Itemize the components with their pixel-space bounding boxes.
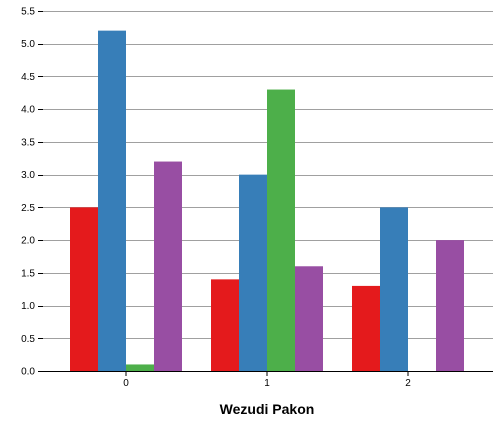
y-tick-label: 4.0 <box>21 105 35 116</box>
bar-1-series-1 <box>239 174 267 371</box>
x-axis-ticks: 0 1 2 <box>123 371 411 389</box>
x-tick-label: 0 <box>123 378 129 389</box>
bar-1-series-0 <box>211 279 239 371</box>
bars <box>70 30 464 372</box>
y-tick-label: 3.0 <box>21 170 35 181</box>
x-tick-label: 1 <box>264 378 270 389</box>
y-tick-label: 1.5 <box>21 268 35 279</box>
y-tick-label: 3.5 <box>21 137 35 148</box>
y-tick-label: 4.5 <box>21 72 35 83</box>
bar-1-series-2 <box>267 89 295 371</box>
y-tick-label: 2.0 <box>21 236 35 247</box>
y-tick-label: 5.0 <box>21 39 35 50</box>
bar-2-series-0 <box>352 285 380 371</box>
y-tick-label: 2.5 <box>21 203 35 214</box>
bar-0-series-1 <box>98 30 126 372</box>
bar-0-series-3 <box>154 161 182 371</box>
y-tick-label: 0.0 <box>21 367 35 378</box>
bar-1-series-3 <box>295 266 323 371</box>
y-tick-label: 0.5 <box>21 334 35 345</box>
bar-2-series-1 <box>380 207 408 371</box>
x-tick-label: 2 <box>405 378 411 389</box>
bar-0-series-2 <box>126 364 154 371</box>
y-tick-label: 5.5 <box>21 7 35 18</box>
y-axis-ticks: 0.0 0.5 1.0 1.5 2.0 2.5 3.0 3.5 4.0 4.5 5.0 5.5 <box>21 7 43 378</box>
bar-2-series-3 <box>436 240 464 371</box>
x-axis-title: Wezudi Pakon <box>220 401 315 417</box>
y-tick-label: 1.0 <box>21 301 35 312</box>
bar-0-series-0 <box>70 207 98 371</box>
